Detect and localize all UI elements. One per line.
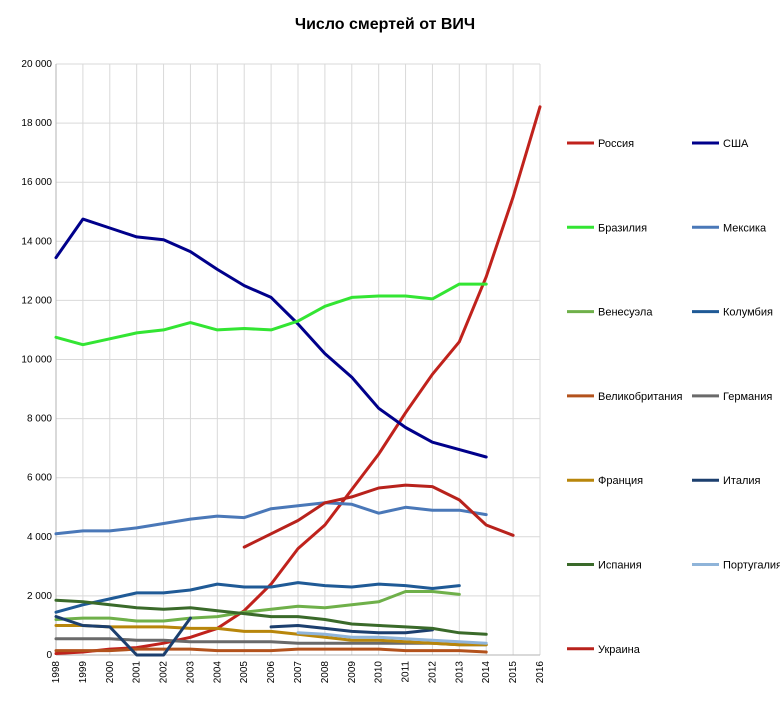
x-tick-label: 2001 [132,661,143,684]
x-tick-label: 2011 [401,661,412,683]
series-line [54,647,488,654]
legend-label: Россия [598,138,634,150]
series-line [296,631,488,645]
legend-label: Италия [723,475,761,487]
legend-label: Германия [723,391,772,403]
legend-item: Португалия [692,560,780,572]
legend-label: США [723,138,749,150]
legend-item: Испания [567,560,642,572]
series-line [54,624,488,647]
x-tick-label: 1998 [51,661,62,684]
y-tick-label: 20 000 [21,59,52,70]
y-tick-label: 6 000 [27,473,52,484]
legend-label: Мексика [723,222,767,234]
series-line [54,217,488,459]
legend-item: Бразилия [567,222,647,234]
legend-label: Португалия [723,560,780,572]
x-tick-label: 2004 [212,661,223,684]
legend-label: Венесуэла [598,307,653,319]
y-tick-label: 0 [46,650,52,661]
y-tick-label: 16 000 [21,177,52,188]
series-Венесуэла [54,590,461,623]
series-Франция [54,624,488,647]
series-line [54,590,461,623]
series-line [242,483,515,549]
y-tick-label: 10 000 [21,355,52,366]
x-tick-label: 2000 [105,661,116,684]
grid-lines [55,63,541,656]
series-Мексика [54,501,488,536]
y-tick-label: 18 000 [21,118,52,129]
series-line [54,581,461,614]
y-axis-ticks: 0 2 000 4 000 6 000 8 000 10 000 12 000 14 000 1… [21,59,52,661]
y-tick-label: 14 000 [21,236,52,247]
legend-item: Украина [567,644,641,656]
series-lines [54,105,542,657]
x-tick-label: 2009 [347,661,358,684]
x-tick-label: 2015 [508,661,519,684]
y-tick-label: 12 000 [21,295,52,306]
legend-label: Великобритания [598,391,683,403]
series-line [54,598,488,636]
x-tick-label: 2016 [535,661,546,684]
x-axis-ticks: 1998 1999 2000 2001 2002 2003 2004 2005 2006 2007… [51,661,546,684]
x-tick-label: 2003 [185,661,196,684]
legend-item: Франция [567,475,643,487]
legend-item: Германия [692,391,772,403]
series-Бразилия [54,282,488,347]
legend-item: Италия [692,475,761,487]
y-tick-label: 4 000 [27,532,52,543]
y-tick-label: 2 000 [27,591,52,602]
series-line [54,282,488,347]
legend-label: Бразилия [598,222,647,234]
y-tick-label: 8 000 [27,414,52,425]
series-США [54,217,488,459]
x-tick-label: 2006 [266,661,277,684]
x-tick-label: 2013 [454,661,465,684]
series-Великобритания [54,647,488,654]
x-tick-label: 2007 [293,661,304,684]
legend-item: Мексика [692,222,767,234]
legend-item: Великобритания [567,391,683,403]
legend-item: Венесуэла [567,307,653,319]
legend-item: Колумбия [692,307,773,319]
series-line [54,615,192,657]
legend-label: Франция [598,475,643,487]
legend-label: Колумбия [723,307,773,319]
x-tick-label: 2002 [159,661,170,684]
series-Колумбия [54,581,461,614]
series-line [54,501,488,536]
series-line [269,624,434,635]
x-tick-label: 2005 [239,661,250,684]
x-tick-label: 2014 [481,661,492,684]
legend: Россия США Бразилия Мексика Венесуэла Колумби… [567,138,780,656]
x-tick-label: 1999 [78,661,89,684]
x-tick-label: 2008 [320,661,331,684]
series-Португалия [296,631,488,645]
series-Италия [54,615,434,657]
legend-item: США [692,138,749,150]
legend-label: Испания [598,560,642,572]
chart-title: Число смертей от ВИЧ [295,16,475,33]
x-tick-label: 2010 [374,661,385,684]
legend-label: Украина [598,644,641,656]
series-Испания [54,598,488,636]
x-tick-label: 2012 [427,661,438,684]
legend-item: Россия [567,138,634,150]
series-Украина [242,483,515,549]
